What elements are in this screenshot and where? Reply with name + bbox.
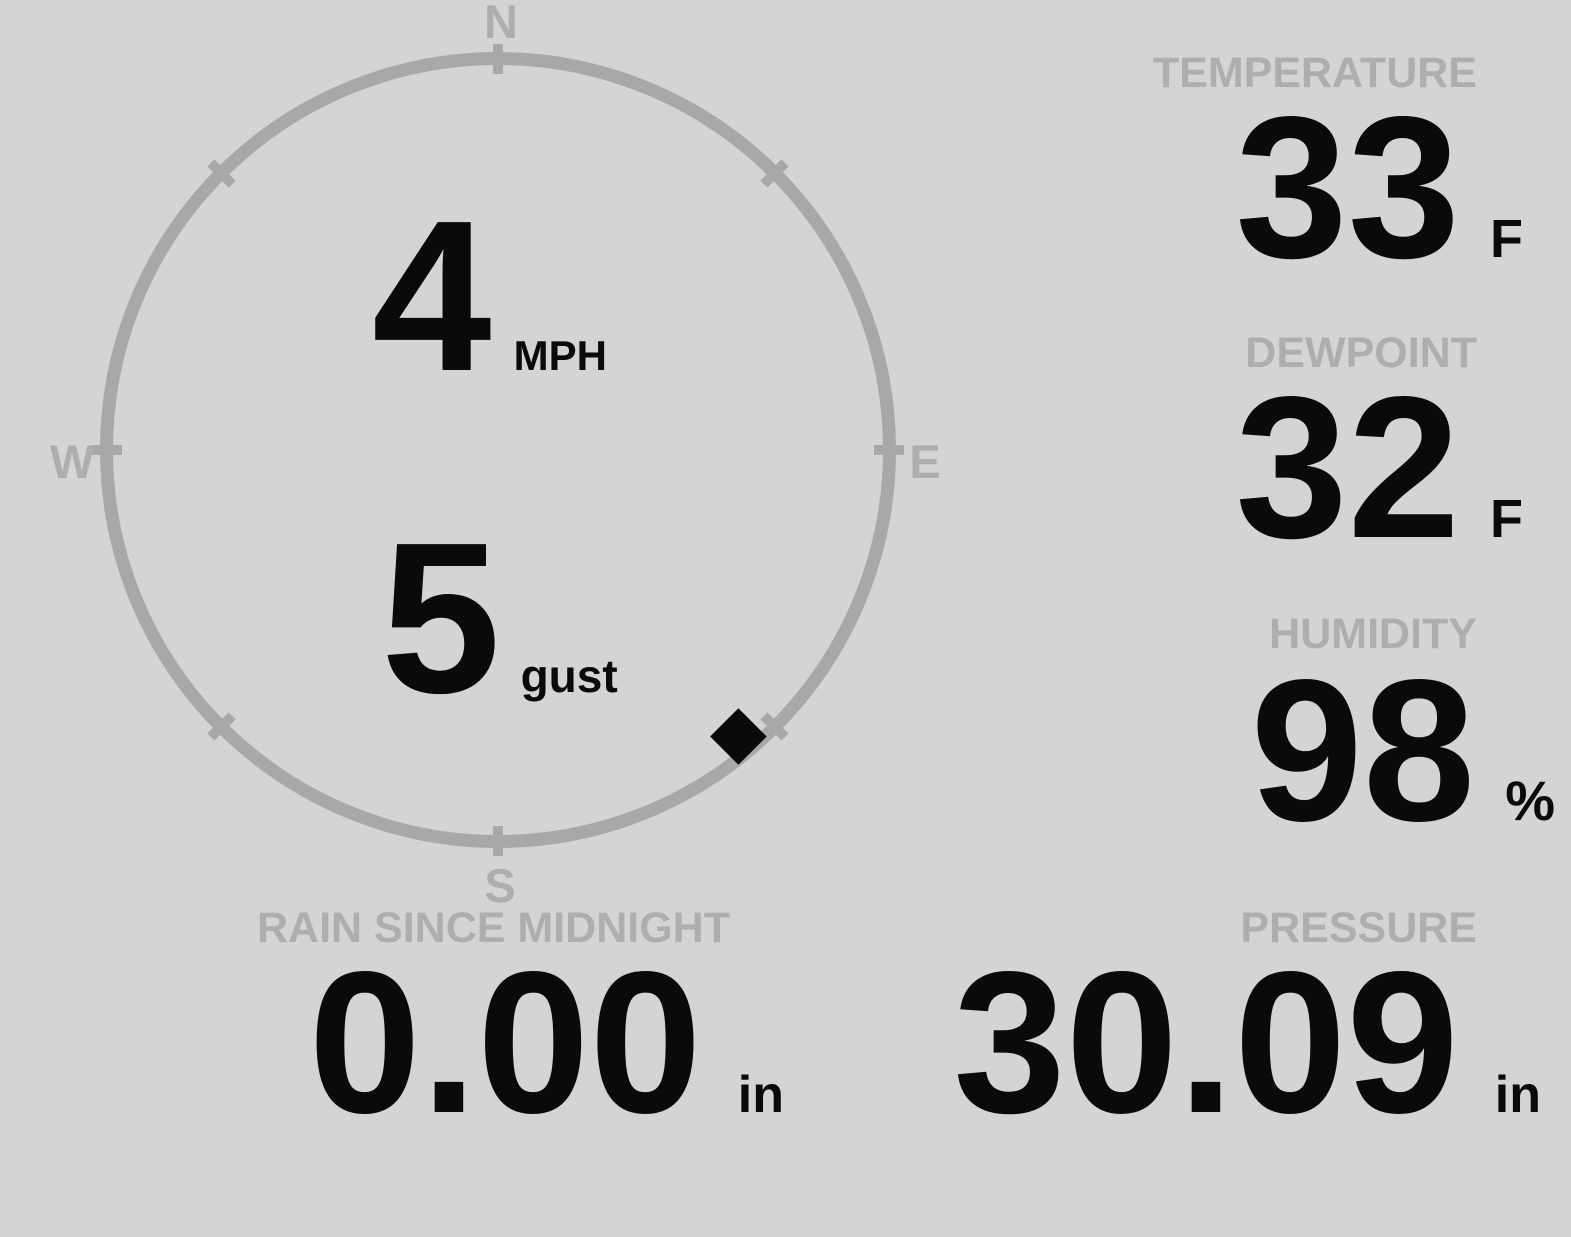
wind-speed-unit: MPH — [513, 332, 607, 379]
compass-label-south: S — [484, 859, 516, 912]
pressure-readout: 30.09 in — [953, 941, 1541, 1143]
temperature-label: TEMPERATURE — [1152, 49, 1477, 97]
pressure-label: PRESSURE — [1240, 904, 1477, 952]
compass-tick — [493, 826, 503, 856]
wind-gust-value: 5 — [381, 497, 501, 738]
pressure-value: 30.09 — [953, 929, 1459, 1155]
compass-tick — [493, 44, 503, 74]
compass-label-east: E — [909, 435, 941, 488]
humidity-label: HUMIDITY — [1269, 610, 1477, 658]
wind-compass-gauge: N E S W 4 MPH 5 gust — [50, 0, 941, 909]
dewpoint-label: DEWPOINT — [1245, 329, 1477, 377]
rain-readout: 0.00 in — [309, 941, 784, 1143]
compass-label-north: N — [484, 0, 518, 48]
humidity-unit: % — [1505, 769, 1555, 832]
wind-speed-readout: 4 MPH — [372, 188, 607, 403]
wind-speed-value: 4 — [372, 175, 492, 416]
wind-gust-unit: gust — [520, 650, 618, 702]
humidity-value: 98 — [1250, 637, 1476, 863]
temperature-unit: F — [1490, 209, 1523, 269]
dewpoint-value: 32 — [1235, 354, 1460, 580]
humidity-readout: 98 % — [1251, 649, 1555, 851]
wind-gust-readout: 5 gust — [381, 510, 618, 725]
dewpoint-readout: 32 F — [1235, 366, 1523, 568]
dewpoint-unit: F — [1490, 489, 1523, 549]
rain-unit: in — [737, 1066, 784, 1124]
pressure-unit: in — [1494, 1066, 1541, 1124]
temperature-value: 33 — [1235, 74, 1460, 300]
compass-label-west: W — [49, 435, 95, 488]
rain-value: 0.00 — [308, 929, 702, 1155]
rain-label: RAIN SINCE MIDNIGHT — [257, 904, 730, 952]
temperature-readout: 33 F — [1235, 86, 1523, 288]
